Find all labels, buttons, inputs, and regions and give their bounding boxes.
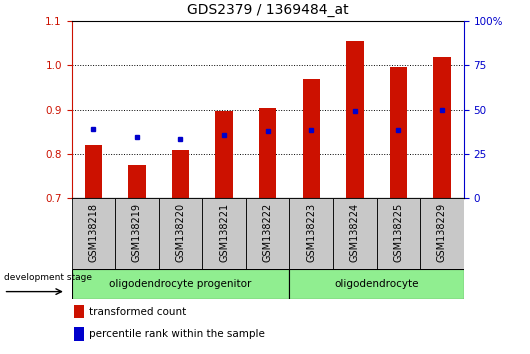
Text: GSM138219: GSM138219 — [132, 203, 142, 262]
Text: GSM138223: GSM138223 — [306, 202, 316, 262]
Bar — [85, 145, 102, 198]
Bar — [202, 198, 246, 269]
Text: GSM138225: GSM138225 — [393, 202, 403, 262]
Bar — [115, 198, 158, 269]
Bar — [74, 305, 84, 319]
Text: GSM138220: GSM138220 — [175, 202, 186, 262]
Text: percentile rank within the sample: percentile rank within the sample — [90, 329, 266, 339]
Bar — [72, 198, 115, 269]
Text: transformed count: transformed count — [90, 307, 187, 316]
Bar — [420, 198, 464, 269]
Bar — [74, 327, 84, 341]
Bar — [289, 269, 464, 299]
Bar — [303, 79, 320, 198]
Bar — [172, 149, 189, 198]
Text: GSM138222: GSM138222 — [263, 202, 272, 262]
Bar — [433, 57, 450, 198]
Text: oligodendrocyte: oligodendrocyte — [334, 279, 419, 289]
Bar — [346, 41, 364, 198]
Bar — [333, 198, 377, 269]
Bar — [246, 198, 289, 269]
Text: oligodendrocyte progenitor: oligodendrocyte progenitor — [109, 279, 252, 289]
Bar — [390, 67, 407, 198]
Bar — [259, 108, 276, 198]
Bar — [289, 198, 333, 269]
Text: GSM138224: GSM138224 — [350, 202, 360, 262]
Text: GSM138218: GSM138218 — [89, 203, 99, 262]
Bar — [72, 269, 289, 299]
Text: development stage: development stage — [4, 273, 92, 282]
Bar — [377, 198, 420, 269]
Bar — [128, 165, 146, 198]
Text: GSM138229: GSM138229 — [437, 202, 447, 262]
Title: GDS2379 / 1369484_at: GDS2379 / 1369484_at — [187, 4, 348, 17]
Bar — [158, 198, 202, 269]
Text: GSM138221: GSM138221 — [219, 202, 229, 262]
Bar — [215, 111, 233, 198]
